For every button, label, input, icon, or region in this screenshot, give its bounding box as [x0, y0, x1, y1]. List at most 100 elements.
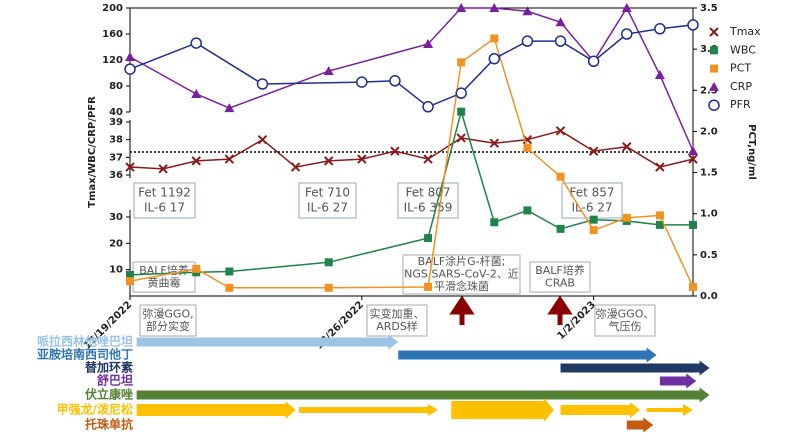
marker [457, 58, 466, 67]
y2-axis-label: PCT,ng/ml [746, 124, 757, 180]
treatment-label: 哌拉西林他唑巴坦 [37, 334, 133, 349]
marker [588, 146, 599, 156]
marker [555, 126, 566, 136]
marker [290, 162, 301, 172]
treatment-arrow [136, 401, 296, 419]
annotation-text: 弥漫GGO、 [596, 306, 655, 320]
y-tick-label: 10 [109, 265, 123, 276]
marker [224, 103, 235, 113]
treatment-arrow [451, 398, 554, 422]
marker [554, 35, 567, 47]
marker [687, 19, 699, 31]
marker [489, 138, 500, 148]
marker [489, 3, 500, 12]
marker [688, 146, 698, 155]
annotation-text: 部分实变 [146, 319, 190, 333]
y-tick-label: 38 [109, 135, 123, 146]
marker [654, 23, 666, 35]
annotation-text: NGS SARS-CoV-2、近 [404, 268, 519, 281]
legend-marker [709, 27, 719, 37]
legend-label: Tmax [729, 25, 761, 38]
marker [323, 156, 334, 166]
y-tick-label: 20 [109, 238, 123, 249]
y-axis-label: Tmax/WBC/CRP/PFR [87, 96, 98, 208]
marker [423, 154, 433, 164]
annotation-box [529, 261, 591, 293]
marker [622, 142, 632, 152]
annotation-text: IL-6 359 [404, 201, 453, 215]
annotation-text: CRAB [545, 276, 575, 289]
annotation-box [132, 261, 196, 293]
marker [587, 55, 600, 68]
marker [125, 162, 135, 172]
legend-label: PCT [730, 62, 751, 75]
y-tick-label: 80 [109, 81, 123, 92]
marker [256, 78, 269, 90]
marker [689, 282, 697, 291]
legend-marker [709, 81, 719, 91]
legend-marker [708, 99, 720, 111]
legend-marker [710, 46, 718, 55]
marker [324, 258, 333, 267]
marker [192, 264, 201, 273]
annotation-text: IL-6 27 [571, 201, 612, 215]
treatment-arrow [398, 347, 657, 363]
y2-tick-label: 1.5 [700, 168, 718, 179]
marker [323, 66, 334, 76]
series-line [129, 130, 694, 170]
marker [556, 224, 565, 233]
y2-tick-label: 2.0 [700, 126, 718, 137]
y-tick-label: 39 [109, 117, 123, 128]
marker [424, 234, 433, 243]
marker [357, 154, 367, 164]
annotation-text: 弥漫GGO, [142, 306, 193, 320]
marker [225, 267, 234, 276]
legend-label: CRP [730, 80, 752, 93]
annotation-text: BALF培养 [535, 263, 585, 277]
y-tick-label: 37 [109, 152, 123, 163]
treatment-arrow [560, 360, 710, 376]
legend-label: PFR [730, 98, 751, 111]
treatment-arrow [136, 387, 710, 403]
series-line [129, 37, 694, 289]
marker [422, 101, 434, 113]
marker [490, 218, 499, 227]
treatment-label: 舒巴坦 [96, 373, 133, 388]
y-tick-label: 200 [102, 3, 123, 14]
y-tick-label: 120 [102, 55, 123, 66]
marker [257, 134, 268, 145]
marker [655, 162, 665, 172]
marker [521, 35, 534, 47]
marker [424, 282, 433, 291]
marker [523, 206, 532, 215]
annotation-box [366, 304, 428, 337]
treatment-arrow [136, 334, 399, 350]
marker [457, 107, 466, 116]
y2-tick-label: 3.5 [700, 3, 718, 14]
marker [125, 52, 135, 62]
event-arrows [449, 295, 573, 325]
y-tick-label: 40 [109, 107, 123, 118]
annotation-text: IL-6 27 [307, 201, 348, 215]
annotation-box [561, 182, 623, 219]
marker [488, 52, 501, 65]
treatment-arrow [560, 402, 641, 418]
treatment-label: 甲强龙/泼尼松 [57, 402, 133, 417]
marker [356, 76, 368, 88]
marker [555, 17, 566, 27]
annotation-text: 黄曲霉 [148, 275, 181, 289]
marker [126, 277, 134, 286]
marker [589, 226, 598, 235]
marker [688, 154, 698, 164]
treatment-label: 亚胺培南西司他丁 [37, 347, 133, 362]
annotation-text: BALF涂片G-杆菌; [418, 254, 506, 268]
marker [589, 215, 598, 224]
marker [655, 220, 664, 229]
marker [556, 172, 565, 181]
marker [225, 283, 234, 292]
marker [456, 133, 466, 143]
marker [224, 154, 235, 164]
annotation-box [594, 304, 656, 337]
y2-tick-label: 0.5 [700, 250, 718, 261]
